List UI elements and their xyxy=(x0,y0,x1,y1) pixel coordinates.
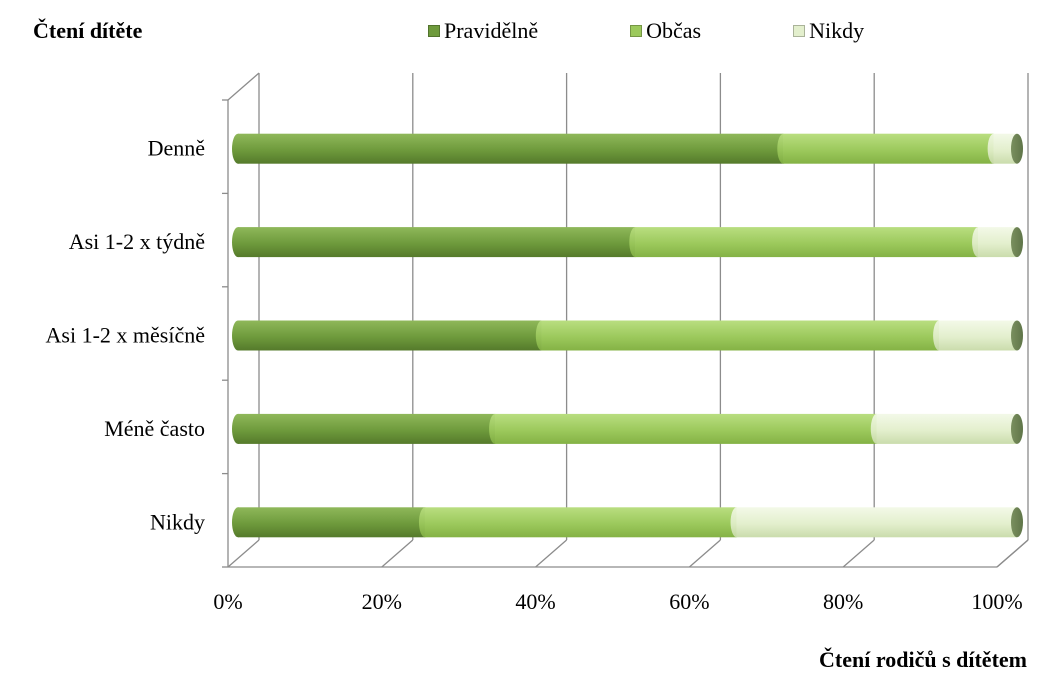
side-wall-top-edge xyxy=(227,72,260,101)
bar-start-cap-asi-1-2-x-tydne xyxy=(232,227,244,258)
x-tick-label: 20% xyxy=(362,589,402,614)
x-tick-label: 0% xyxy=(213,589,242,614)
bar-start-cap-nikdy xyxy=(232,507,244,538)
bar-nikdy-nikdy xyxy=(736,507,1017,538)
legend-label-obcas: Občas xyxy=(646,18,702,43)
legend-item-pravidelne: Pravidělně xyxy=(428,18,538,44)
category-label-mene-casto: Méně často xyxy=(104,416,205,441)
bar-pravidelne-mene-casto xyxy=(238,413,496,444)
bar-end-cap-mene-casto xyxy=(1011,413,1023,444)
x-tick-label: 60% xyxy=(669,589,709,614)
legend-item-nikdy: Nikdy xyxy=(793,18,864,44)
category-label-asi-1-2-x-mesicne: Asi 1-2 x měsíčně xyxy=(46,323,205,348)
x-tick-label: 80% xyxy=(823,589,863,614)
y-axis-title: Čtení dítěte xyxy=(33,18,143,43)
bar-start-cap-denne xyxy=(232,133,244,164)
bar-start-cap-mene-casto xyxy=(232,413,244,444)
bar-end-cap-denne xyxy=(1011,133,1023,164)
bar-nikdy-asi-1-2-x-mesicne xyxy=(939,320,1017,351)
bar-pravidelne-denne xyxy=(238,133,784,164)
legend-item-obcas: Občas xyxy=(630,18,701,44)
x-tick-label: 40% xyxy=(515,589,555,614)
bar-end-cap-asi-1-2-x-mesicne xyxy=(1011,320,1023,351)
bar-pravidelne-asi-1-2-x-tydne xyxy=(238,227,636,258)
legend-label-nikdy: Nikdy xyxy=(809,18,865,43)
legend-swatch-obcas xyxy=(630,25,643,37)
bar-obcas-denne xyxy=(783,133,994,164)
floor-gridline xyxy=(842,539,875,568)
bar-obcas-asi-1-2-x-mesicne xyxy=(541,320,940,351)
bar-pravidelne-nikdy xyxy=(238,507,425,538)
bar-nikdy-asi-1-2-x-tydne xyxy=(978,227,1017,258)
bar-obcas-nikdy xyxy=(424,507,737,538)
floor-gridline xyxy=(688,539,721,568)
bar-end-cap-nikdy xyxy=(1011,507,1023,538)
floor-gridline xyxy=(535,539,568,568)
bar-nikdy-denne xyxy=(993,133,1017,164)
bar-obcas-asi-1-2-x-tydne xyxy=(635,227,979,258)
floor-gridline xyxy=(381,539,414,568)
floor-right-edge xyxy=(996,539,1029,568)
bar-end-cap-asi-1-2-x-tydne xyxy=(1011,227,1023,258)
bar-start-cap-asi-1-2-x-mesicne xyxy=(232,320,244,351)
x-axis-title: Čtení rodičů s dítětem xyxy=(819,647,1027,672)
bars xyxy=(232,133,1023,538)
x-tick-label: 100% xyxy=(971,589,1022,614)
category-label-denne: Denně xyxy=(148,136,205,161)
legend-swatch-nikdy xyxy=(793,25,806,37)
legend-swatch-pravidelne xyxy=(428,25,440,37)
legend: Pravidělně Občas Nikdy xyxy=(428,17,864,45)
category-label-asi-1-2-x-tydne: Asi 1-2 x týdně xyxy=(69,229,205,254)
bar-obcas-mene-casto xyxy=(495,413,877,444)
legend-label-pravidelne: Pravidělně xyxy=(444,18,539,43)
floor-gridline xyxy=(227,539,260,568)
category-label-nikdy: Nikdy xyxy=(150,509,205,534)
bar-nikdy-mene-casto xyxy=(876,413,1017,444)
bar-pravidelne-asi-1-2-x-mesicne xyxy=(238,320,542,351)
